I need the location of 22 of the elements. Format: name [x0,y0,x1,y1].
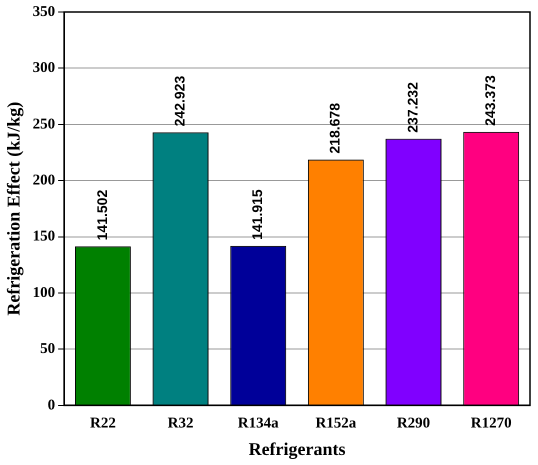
y-axis-title: Refrigeration Effect (kJ/kg) [3,102,24,316]
y-tick-label: 0 [48,397,56,414]
x-tick-label: R32 [168,415,194,432]
data-label: 243.373 [482,75,498,126]
x-tick-label: R1270 [470,415,512,432]
x-axis-title: Refrigerants [248,438,346,459]
data-label: 218.678 [326,102,343,154]
y-tick-label: 250 [32,116,56,132]
data-label: 237.232 [404,82,420,133]
y-tick-label: 200 [32,172,56,188]
y-tick-label: 300 [32,60,56,76]
y-tick-label: 100 [32,284,56,301]
x-tick-label: R290 [396,415,430,432]
y-tick-label: 350 [32,4,56,20]
x-tick-label: R152a [315,415,357,432]
data-label: 141.502 [94,190,110,240]
data-label: 242.923 [171,76,188,126]
x-tick-label: R22 [90,415,116,432]
y-tick-label: 150 [32,228,56,245]
data-label: 141.915 [249,189,266,240]
y-tick-label: 50 [40,341,56,358]
x-tick-label: R134a [238,415,280,432]
